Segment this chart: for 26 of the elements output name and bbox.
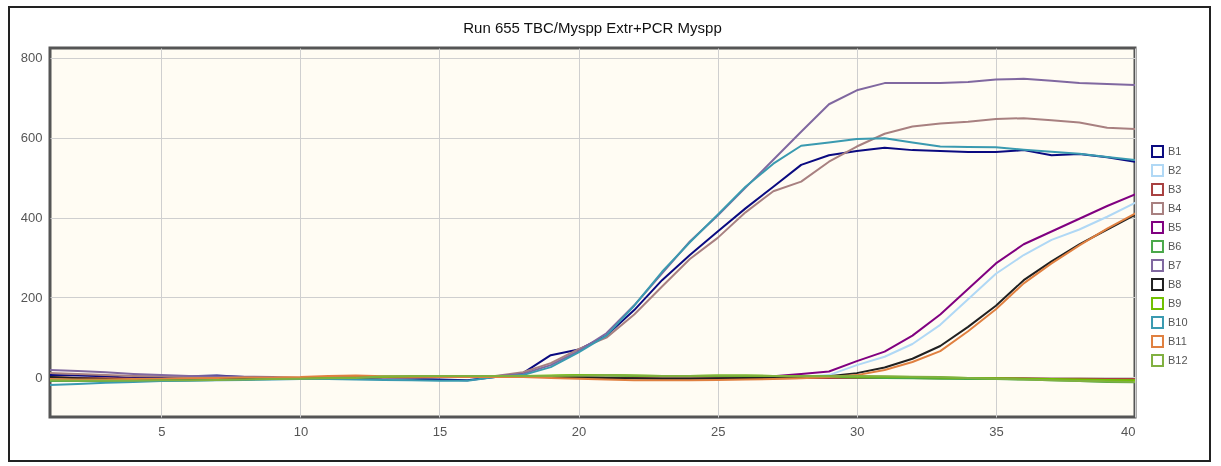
y-tick-label: 400 xyxy=(20,210,43,226)
legend-label: B1 xyxy=(1168,144,1182,157)
legend-label: B6 xyxy=(1168,239,1182,252)
y-tick-label: 200 xyxy=(20,289,43,305)
chart-title: Run 655 TBC/Myspp Extr+PCR Myspp xyxy=(463,19,722,36)
legend-label: B4 xyxy=(1168,201,1182,214)
legend-label: B10 xyxy=(1168,315,1188,328)
x-tick-label: 20 xyxy=(571,423,587,439)
legend-label: B7 xyxy=(1168,258,1182,271)
x-tick-label: 30 xyxy=(850,423,865,439)
x-tick-label: 40 xyxy=(1121,423,1136,439)
x-tick-label: 10 xyxy=(293,423,309,439)
legend-label: B11 xyxy=(1168,334,1187,347)
x-tick-label: 5 xyxy=(158,423,166,439)
legend-label: B9 xyxy=(1168,296,1182,309)
legend-label: B12 xyxy=(1168,353,1188,366)
legend-label: B8 xyxy=(1168,277,1182,290)
x-tick-label: 35 xyxy=(989,423,1004,439)
y-tick-label: 800 xyxy=(20,50,43,66)
legend-label: B2 xyxy=(1168,163,1182,176)
legend-label: B5 xyxy=(1168,220,1182,233)
x-tick-label: 25 xyxy=(710,423,726,439)
x-tick-label: 15 xyxy=(432,423,448,439)
legend-label: B3 xyxy=(1168,182,1182,195)
y-tick-label: 600 xyxy=(20,130,43,146)
y-tick-label: 0 xyxy=(35,369,43,385)
